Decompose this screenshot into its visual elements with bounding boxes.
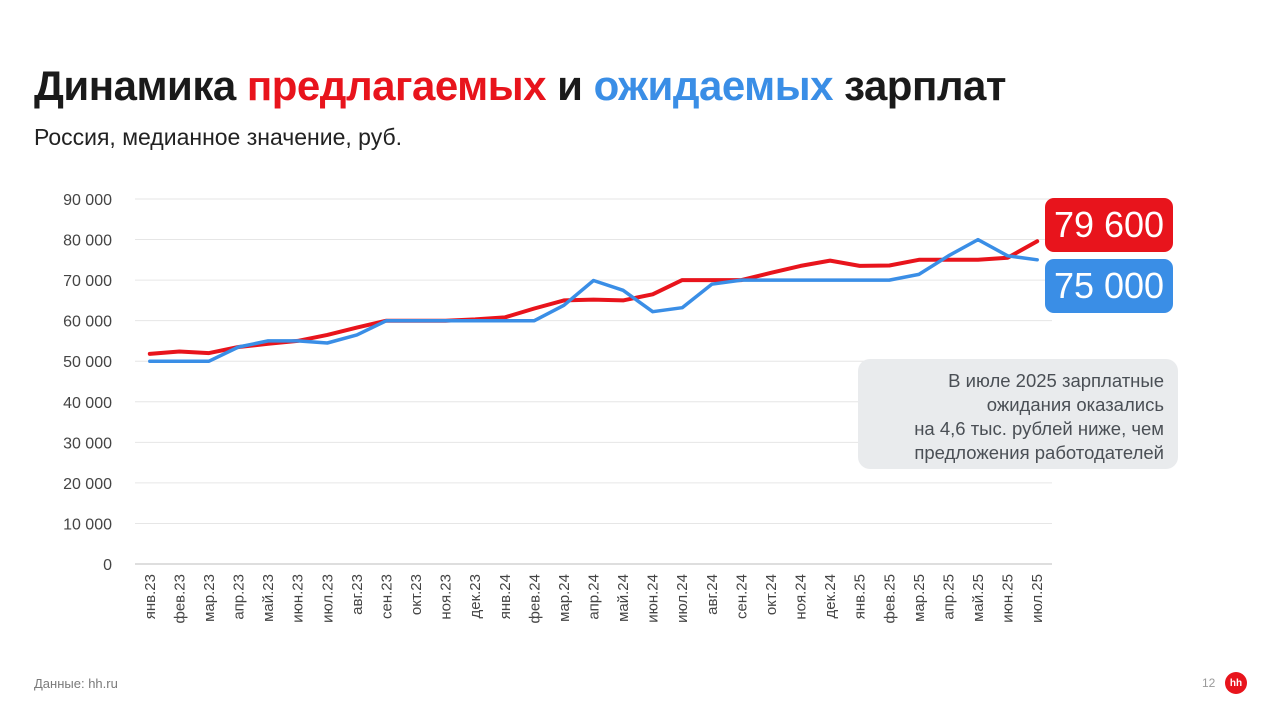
x-tick-label: авг.24 xyxy=(704,574,721,615)
expected-latest-value-badge: 75 000 xyxy=(1045,259,1173,313)
x-tick-label: мар.24 xyxy=(556,574,573,622)
series-line-offered xyxy=(147,239,1040,356)
note-line: В июле 2025 зарплатные xyxy=(948,370,1164,391)
title-part-2: и xyxy=(545,62,594,109)
x-tick-label: янв.24 xyxy=(497,574,514,619)
x-tick-label: фев.23 xyxy=(171,574,188,624)
page-subtitle: Россия, медианное значение, руб. xyxy=(34,124,403,150)
x-tick-label: мар.25 xyxy=(911,574,928,622)
y-tick-label: 40 000 xyxy=(63,395,112,412)
x-tick-label: июл.23 xyxy=(319,574,336,623)
title-part-1: Динамика xyxy=(34,62,247,109)
y-tick-label: 30 000 xyxy=(63,435,112,452)
title-highlight-offered: предлагаемых xyxy=(246,62,547,109)
x-tick-label: дек.23 xyxy=(467,574,484,619)
x-tick-label: май.24 xyxy=(615,574,632,622)
y-tick-label: 80 000 xyxy=(63,233,112,250)
x-tick-label: окт.23 xyxy=(408,574,425,615)
x-tick-label: ноя.23 xyxy=(438,574,455,620)
x-axis-labels: янв.23 фев.23 мар.23 апр.23 май.23 июн.23 июл.… xyxy=(142,574,1046,624)
x-tick-label: янв.23 xyxy=(142,574,159,619)
page-number: 12 xyxy=(1202,676,1216,690)
x-tick-label: июн.23 xyxy=(290,574,307,623)
x-tick-label: июл.24 xyxy=(674,574,691,623)
page-title: Динамика предлагаемых и ожидаемых зарпла… xyxy=(34,62,1006,110)
x-tick-label: апр.25 xyxy=(940,574,957,620)
y-tick-label: 70 000 xyxy=(63,273,112,290)
note-line: на 4,6 тыс. рублей ниже, чем xyxy=(914,418,1164,439)
x-tick-label: апр.24 xyxy=(586,574,603,620)
x-tick-label: фев.25 xyxy=(881,574,898,624)
hh-logo: hh xyxy=(1225,672,1247,694)
series-line-expected xyxy=(148,237,1039,363)
y-tick-label: 90 000 xyxy=(63,192,112,209)
x-tick-label: янв.25 xyxy=(852,574,869,619)
x-tick-label: июн.25 xyxy=(1000,574,1017,623)
y-tick-label: 10 000 xyxy=(63,516,112,533)
x-tick-label: окт.24 xyxy=(763,574,780,615)
y-tick-label: 60 000 xyxy=(63,314,112,331)
title-highlight-expected: ожидаемых xyxy=(593,62,834,109)
title-part-3: зарплат xyxy=(832,62,1006,109)
x-tick-label: апр.23 xyxy=(231,574,248,620)
y-tick-label: 0 xyxy=(103,557,112,574)
x-tick-label: ноя.24 xyxy=(793,574,810,620)
x-tick-label: авг.23 xyxy=(349,574,366,615)
x-tick-label: мар.23 xyxy=(201,574,218,622)
y-axis-labels: 0 10 000 20 000 30 000 40 000 50 000 60 000 70 … xyxy=(63,192,112,574)
x-tick-label: сен.24 xyxy=(733,574,750,619)
x-tick-label: фев.24 xyxy=(526,574,543,624)
series-lines xyxy=(147,237,1040,363)
note-line: предложения работодателей xyxy=(914,442,1164,463)
offered-latest-value-badge: 79 600 xyxy=(1045,198,1173,252)
note-line: ожидания оказались xyxy=(986,394,1164,415)
x-tick-label: сен.23 xyxy=(378,574,395,619)
x-tick-label: июл.25 xyxy=(1029,574,1046,623)
y-tick-label: 50 000 xyxy=(63,354,112,371)
data-source: Данные: hh.ru xyxy=(34,676,118,691)
x-tick-label: июн.24 xyxy=(645,574,662,623)
x-tick-label: дек.24 xyxy=(822,574,839,619)
annotation-note: В июле 2025 зарплатные ожидания оказалис… xyxy=(858,359,1178,469)
y-tick-label: 20 000 xyxy=(63,476,112,493)
x-tick-label: май.25 xyxy=(970,574,987,622)
x-tick-label: май.23 xyxy=(260,574,277,622)
